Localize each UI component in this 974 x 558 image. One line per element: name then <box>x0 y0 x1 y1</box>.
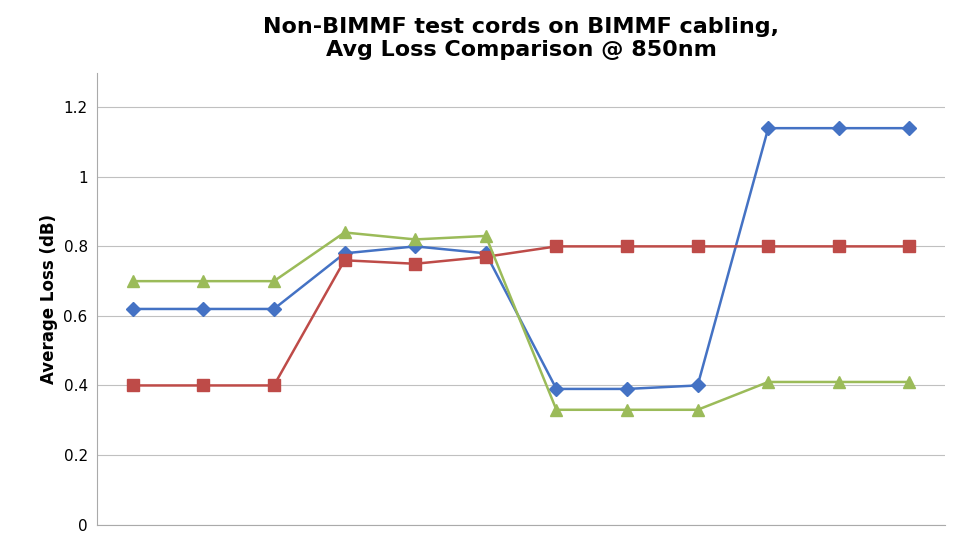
Title: Non-BIMMF test cords on BIMMF cabling,
Avg Loss Comparison @ 850nm: Non-BIMMF test cords on BIMMF cabling, A… <box>263 17 779 60</box>
Y-axis label: Average Loss (dB): Average Loss (dB) <box>40 214 57 383</box>
